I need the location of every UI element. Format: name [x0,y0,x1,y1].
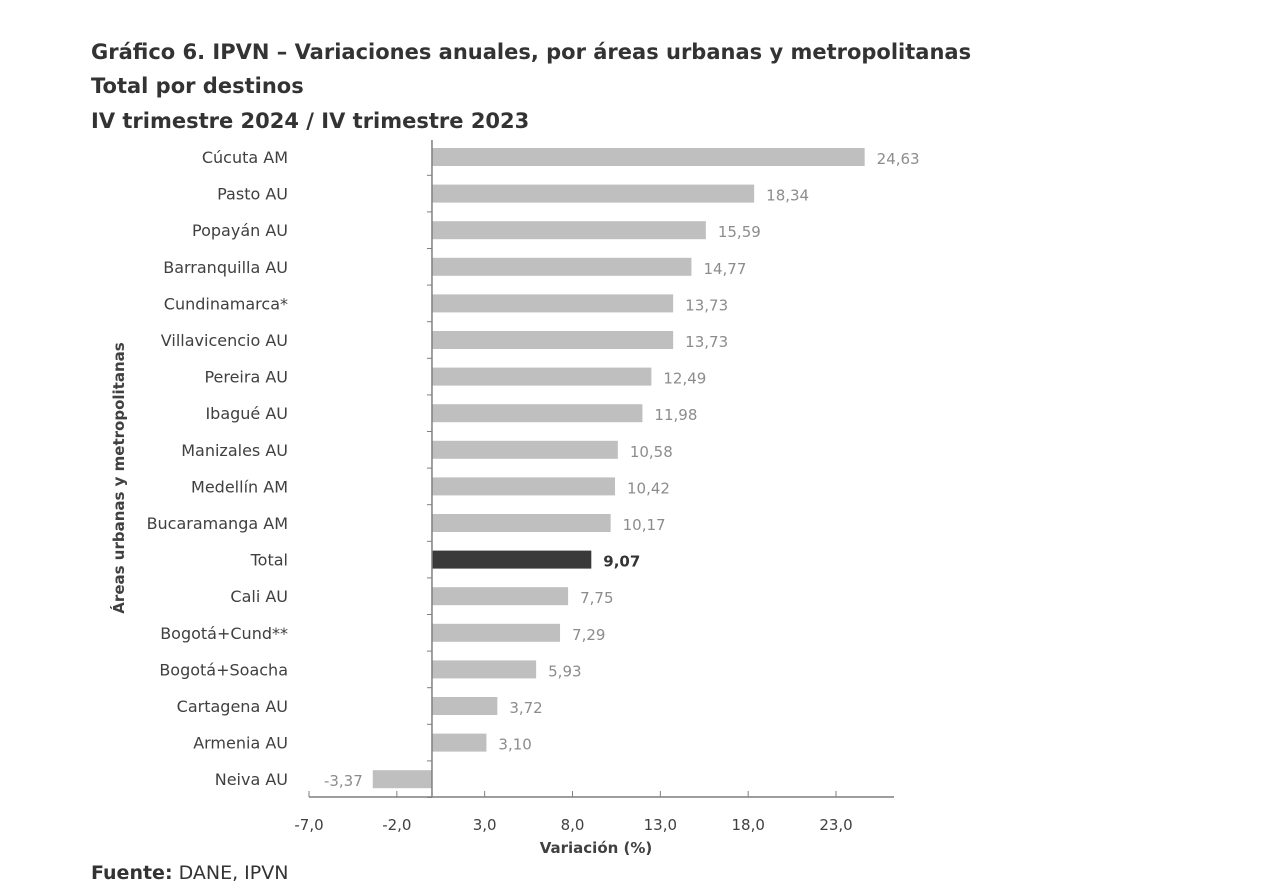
source-label: Fuente: [91,862,173,884]
chart-subtitle-2: IV trimestre 2024 / IV trimestre 2023 [91,109,530,133]
category-label: Ibagué AU [205,404,288,423]
bar [431,257,692,276]
y-axis-title: Áreas urbanas y metropolitanas [109,342,128,613]
category-label: Medellín AM [191,477,288,496]
chart-subtitle-1: Total por destinos [91,74,304,98]
x-tick-label: 3,0 [473,816,497,834]
source-text: DANE, IPVN [172,862,289,884]
bar [431,514,611,532]
x-tick-label: 8,0 [561,816,585,834]
category-label: Cúcuta AM [202,148,288,167]
category-label: Cartagena AU [177,697,288,716]
data-label: 3,72 [509,699,542,717]
category-label: Villavicencio AU [161,331,288,350]
x-tick-label: 18,0 [731,816,764,834]
data-label: 10,42 [627,479,670,497]
source-note: Fuente: DANE, IPVN [91,862,288,884]
category-label: Popayán AU [192,221,288,240]
data-label: 5,93 [548,662,581,680]
data-label: 10,58 [630,443,673,461]
category-label: Total [250,551,288,570]
data-label: 9,07 [603,553,640,571]
data-label: 13,73 [685,296,728,314]
category-label: Neiva AU [215,770,288,789]
bar [431,550,592,569]
bar [431,331,674,349]
data-label: 12,49 [663,370,706,388]
category-label: Cali AU [230,587,288,606]
bar [431,623,561,642]
chart-title: Gráfico 6. IPVN – Variaciones anuales, p… [91,40,972,64]
x-tick-label: -7,0 [294,816,323,834]
category-label: Cundinamarca* [164,294,288,313]
data-label: 10,17 [623,516,666,534]
data-label: 13,73 [685,333,728,351]
bar [431,697,498,715]
x-axis-title: Variación (%) [540,839,653,857]
category-label: Pasto AU [217,185,288,204]
category-label: Pereira AU [204,368,288,387]
category-label: Bogotá+Soacha [159,660,288,679]
category-label: Bogotá+Cund** [160,624,288,643]
bar [431,148,865,166]
category-label: Armenia AU [193,734,288,753]
data-label: 7,29 [572,626,605,644]
category-label: Bucaramanga AM [147,514,288,533]
category-label: Manizales AU [181,441,288,460]
bar [431,184,755,203]
bar [431,221,706,240]
bar [431,660,537,679]
bar [372,770,432,789]
data-label: 15,59 [718,223,761,241]
bar [431,733,487,752]
bar [431,404,643,423]
x-tick-label: 23,0 [819,816,852,834]
data-label: 14,77 [703,260,746,278]
bar [431,367,652,386]
data-label: -3,37 [324,772,363,790]
bar [431,477,616,496]
data-label: 18,34 [766,187,809,205]
bar [431,440,618,459]
bar [431,587,569,606]
data-label: 24,63 [877,150,920,168]
x-tick-label: -2,0 [382,816,411,834]
category-label: Barranquilla AU [163,258,288,277]
x-tick-label: 13,0 [644,816,677,834]
data-label: 3,10 [498,736,531,754]
data-label: 11,98 [654,406,697,424]
data-label: 7,75 [580,589,613,607]
bar [431,294,674,313]
